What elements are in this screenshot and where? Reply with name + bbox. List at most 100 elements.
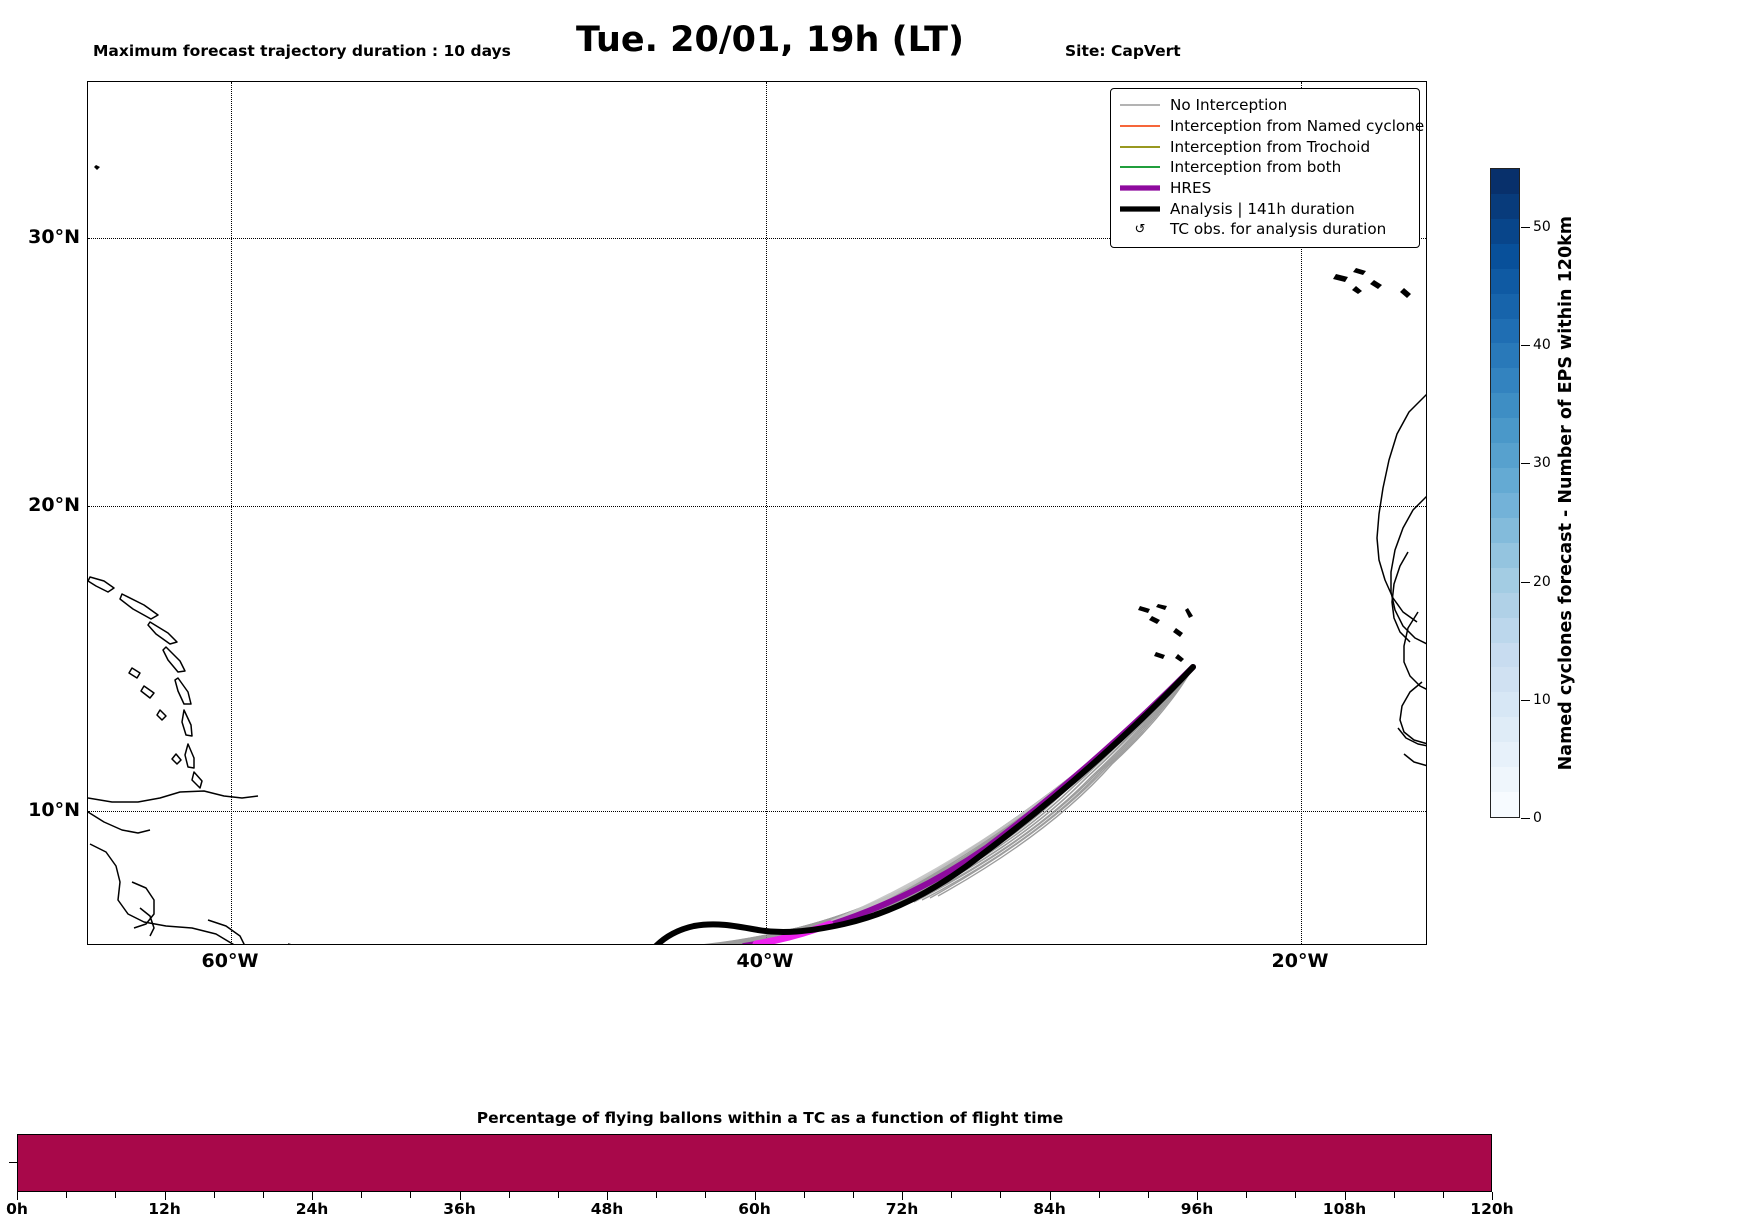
legend-label-named-cyclone: Interception from Named cyclone: [1170, 117, 1425, 136]
percentage-bar-tick: [164, 1192, 166, 1200]
colorbar-segment: [1491, 642, 1519, 668]
legend-item-no-interception[interactable]: No Interception: [1119, 95, 1411, 116]
percentage-bar-tick: [66, 1192, 68, 1198]
colorbar-segment: [1491, 667, 1519, 693]
percentage-bar-tick: [705, 1192, 707, 1198]
percentage-bar-title: Percentage of flying ballons within a TC…: [476, 1109, 1064, 1127]
percentage-bar-label: 72h: [885, 1200, 919, 1218]
colorbar-segment: [1491, 517, 1519, 543]
colorbar-segment: [1491, 767, 1519, 793]
legend-line-swatch-hres: [1119, 183, 1161, 193]
percentage-bar-tick: [262, 1192, 264, 1198]
colorbar-segment: [1491, 742, 1519, 768]
colorbar-segment: [1491, 243, 1519, 269]
percentage-bar-label: 108h: [1322, 1200, 1367, 1218]
gridline-lat-10n: [88, 811, 1426, 812]
analysis-track-group: [653, 664, 1196, 944]
percentage-bar-label: 36h: [443, 1200, 476, 1218]
legend-item-tc-obs[interactable]: ↺ TC obs. for analysis duration: [1119, 219, 1411, 240]
colorbar-segment: [1491, 368, 1519, 394]
gridline-lon-20w: [1301, 82, 1302, 944]
colorbar-segment: [1491, 169, 1519, 194]
percentage-bar-tick: [1492, 1192, 1493, 1200]
colorbar-tick-10: [1521, 700, 1530, 701]
legend-line-swatch-both: [1119, 162, 1161, 172]
colorbar-segment: [1491, 542, 1519, 568]
colorbar-title-text: Named cyclones forecast - Number of EPS …: [1556, 215, 1576, 771]
legend-label-both: Interception from both: [1170, 158, 1342, 177]
colorbar-segment: [1491, 268, 1519, 294]
colorbar-gradient: [1490, 168, 1520, 818]
colorbar-segment: [1491, 418, 1519, 444]
lon-label-60w: 60°W: [201, 950, 259, 972]
colorbar-segment: [1491, 193, 1519, 219]
colorbar-segment: [1491, 343, 1519, 369]
colorbar-segment: [1491, 792, 1519, 817]
percentage-bar-tick: [803, 1192, 805, 1198]
percentage-bar-tick: [1098, 1192, 1100, 1198]
hres-track-group: [741, 664, 1196, 944]
gridline-lon-60w: [231, 82, 232, 944]
cyclone-glyph: ↺: [1134, 221, 1146, 237]
colorbar-segment: [1491, 717, 1519, 743]
percentage-bar-tick: [557, 1192, 559, 1198]
percentage-bar-tick: [17, 1192, 18, 1200]
colorbar-ticklabel-50: 50: [1533, 219, 1551, 235]
legend-line-swatch-no-interception: [1119, 100, 1161, 110]
percentage-bar-tick: [312, 1192, 313, 1200]
colorbar-tick-0: [1521, 818, 1530, 819]
percentage-bar-tick: [1000, 1192, 1002, 1198]
legend-label-trochoid: Interception from Trochoid: [1170, 137, 1371, 156]
percentage-bar-tick: [1295, 1192, 1297, 1198]
percentage-bar-tick: [902, 1192, 903, 1200]
legend-item-analysis[interactable]: Analysis | 141h duration: [1119, 198, 1411, 219]
colorbar: 0 10 20 30 40 50: [1490, 168, 1551, 826]
map-legend[interactable]: No Interception Interception from Named …: [1110, 88, 1424, 248]
legend-label-tc-obs: TC obs. for analysis duration: [1170, 220, 1387, 239]
legend-item-named-cyclone[interactable]: Interception from Named cyclone: [1119, 116, 1424, 137]
colorbar-ticklabel-20: 20: [1533, 574, 1551, 590]
lat-label-20n: 20°N: [28, 494, 80, 516]
legend-line-swatch-trochoid: [1119, 142, 1161, 152]
colorbar-segment: [1491, 493, 1519, 518]
percentage-bar-tick: [115, 1192, 117, 1198]
colorbar-segment: [1491, 468, 1519, 494]
legend-item-both[interactable]: Interception from both: [1119, 157, 1411, 178]
lon-label-20w: 20°W: [1271, 950, 1329, 972]
percentage-bar-tick: [754, 1192, 756, 1200]
legend-item-hres[interactable]: HRES: [1119, 178, 1411, 199]
percentage-bar-label: 48h: [590, 1200, 624, 1218]
colorbar-tick-30: [1521, 463, 1530, 464]
percentage-bar-tick: [1147, 1192, 1149, 1198]
percentage-bar-tick: [852, 1192, 854, 1198]
percentage-bar-axes: [17, 1134, 1492, 1192]
percentage-bar-y-tick: [9, 1162, 18, 1163]
colorbar-segment: [1491, 318, 1519, 344]
legend-label-no-interception: No Interception: [1170, 96, 1288, 115]
percentage-bar-tick: [1344, 1192, 1346, 1200]
legend-item-trochoid[interactable]: Interception from Trochoid: [1119, 136, 1411, 157]
percentage-bar-tick: [951, 1192, 953, 1198]
gridline-lon-40w: [766, 82, 767, 944]
legend-line-swatch-named-cyclone: [1119, 121, 1161, 131]
colorbar-ticklabel-10: 10: [1533, 692, 1551, 708]
colorbar-segment: [1491, 443, 1519, 469]
percentage-bar-tick: [459, 1192, 461, 1200]
gridline-lat-20n: [88, 506, 1426, 507]
lat-label-30n: 30°N: [28, 226, 80, 248]
percentage-bar-tick: [508, 1192, 510, 1198]
percentage-bar-tick: [1197, 1192, 1198, 1200]
percentage-bar-tick: [656, 1192, 658, 1198]
lon-label-40w: 40°W: [736, 950, 794, 972]
percentage-bar-tick: [1246, 1192, 1248, 1198]
percentage-bar-label: 24h: [295, 1200, 329, 1218]
page-title: Tue. 20/01, 19h (LT): [575, 20, 965, 60]
colorbar-segment: [1491, 218, 1519, 244]
percentage-bar-fill: [18, 1135, 1491, 1191]
cyclone-marker-icon: ↺: [1119, 223, 1161, 236]
gridline-lat-30n: [88, 238, 1426, 239]
percentage-bar-label: 96h: [1180, 1200, 1214, 1218]
percentage-bar-label: 0h: [6, 1200, 28, 1218]
coastlines-group: [88, 165, 1426, 944]
legend-label-analysis: Analysis | 141h duration: [1170, 199, 1355, 218]
